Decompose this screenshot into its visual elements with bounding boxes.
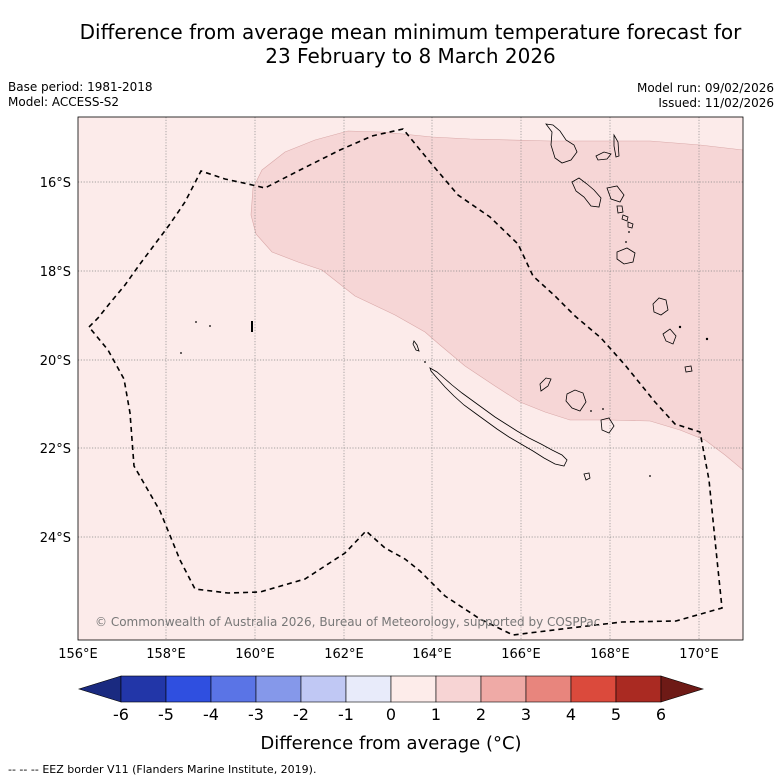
title-line-2: 23 February to 8 March 2026 [265, 44, 556, 68]
colorbar-bin-2 [165, 675, 212, 703]
colorbar-bin-12 [615, 675, 662, 703]
longitude-labels: 156°E 158°E 160°E 162°E 164°E 166°E 168°… [58, 647, 719, 662]
model-run: Model run: 09/02/2026 [636, 81, 774, 95]
cb-tick-3: -4 [203, 705, 219, 724]
model-name: Model: ACCESS-S2 [8, 95, 120, 109]
issued-date: Issued: 11/02/2026 [658, 96, 774, 110]
meta-right: Model run: 09/02/2026 Issued: 11/02/2026 [637, 81, 774, 111]
lon-label-162e: 162°E [324, 647, 364, 662]
colorbar-high-extension [660, 675, 705, 703]
ambae-island [595, 151, 612, 161]
lon-label-170e: 170°E [679, 647, 719, 662]
cb-tick-5: -2 [293, 705, 309, 724]
colorbar-bin-11 [570, 675, 617, 703]
ouvea-island [539, 377, 552, 392]
belep-islands [412, 340, 420, 352]
cb-tick-10: 3 [521, 705, 531, 724]
erromango-island [652, 297, 669, 316]
colorbar-bin-7 [390, 675, 437, 703]
map-title: Difference from average mean minimum tem… [0, 20, 781, 68]
colorbar-bin-5 [300, 675, 347, 703]
lon-label-166e: 166°E [501, 647, 541, 662]
title-line-1: Difference from average mean minimum tem… [79, 20, 742, 44]
cb-tick-9: 2 [476, 705, 486, 724]
mare-island [600, 417, 615, 434]
lon-label-160e: 160°E [235, 647, 275, 662]
colorbar-bin-8 [435, 675, 482, 703]
colorbar-low-extension [77, 675, 122, 703]
espiritu-santo-island [545, 123, 578, 164]
lifou-island [565, 389, 587, 412]
latitude-labels: 16°S 18°S 20°S 22°S 24°S [40, 176, 71, 546]
cb-tick-13: 6 [656, 705, 666, 724]
lat-label-16s: 16°S [40, 176, 71, 191]
meta-left: Base period: 1981-2018 Model: ACCESS-S2 [8, 80, 153, 110]
lon-label-164e: 164°E [412, 647, 452, 662]
cb-tick-4: -3 [248, 705, 264, 724]
lat-label-24s: 24°S [40, 531, 71, 546]
colorbar-bin-1 [120, 675, 167, 703]
colorbar-bin-10 [525, 675, 572, 703]
base-period: Base period: 1981-2018 [8, 80, 153, 94]
colorbar-title: Difference from average (°C) [260, 733, 521, 754]
grid-lines [78, 117, 743, 640]
colorbar-bin-9 [480, 675, 527, 703]
cb-tick-8: 1 [431, 705, 441, 724]
aneityum-island [684, 365, 693, 373]
lat-label-22s: 22°S [40, 442, 71, 457]
cb-tick-1: -6 [113, 705, 129, 724]
lon-label-156e: 156°E [58, 647, 98, 662]
colorbar-bin-4 [255, 675, 302, 703]
efate-island [616, 247, 636, 265]
lat-label-20s: 20°S [40, 354, 71, 369]
copyright-text: © Commonwealth of Australia 2026, Bureau… [95, 615, 600, 629]
pentecost-island [606, 185, 625, 203]
anomaly-region-1-2 [250, 130, 743, 471]
maewo-island [613, 133, 620, 158]
lon-label-158e: 158°E [146, 647, 186, 662]
colorbar [77, 675, 705, 703]
cb-tick-7: 0 [386, 705, 396, 724]
epi-island [616, 205, 634, 229]
colorbar-bin-6 [345, 675, 392, 703]
eez-legend-line: -- -- -- [8, 763, 43, 776]
malakula-island [571, 177, 602, 208]
isle-of-pines [583, 472, 591, 481]
cb-tick-2: -5 [158, 705, 174, 724]
colorbar-bin-3 [210, 675, 257, 703]
small-islets [180, 231, 709, 477]
cb-tick-11: 4 [566, 705, 576, 724]
map-frame [77, 116, 744, 641]
colorbar-ticks: -6 -5 -4 -3 -2 -1 0 1 2 3 4 5 6 [113, 705, 666, 724]
eez-legend-label: EEZ border V11 (Flanders Marine Institut… [42, 763, 317, 776]
tanna-island [662, 328, 677, 345]
cb-tick-6: -1 [338, 705, 354, 724]
eez-border [87, 128, 723, 636]
lat-label-18s: 18°S [40, 265, 71, 280]
lon-label-168e: 168°E [590, 647, 630, 662]
cb-tick-12: 5 [611, 705, 621, 724]
eez-legend: -- -- -- EEZ border V11 (Flanders Marine… [8, 763, 316, 776]
new-caledonia-island [429, 367, 568, 467]
